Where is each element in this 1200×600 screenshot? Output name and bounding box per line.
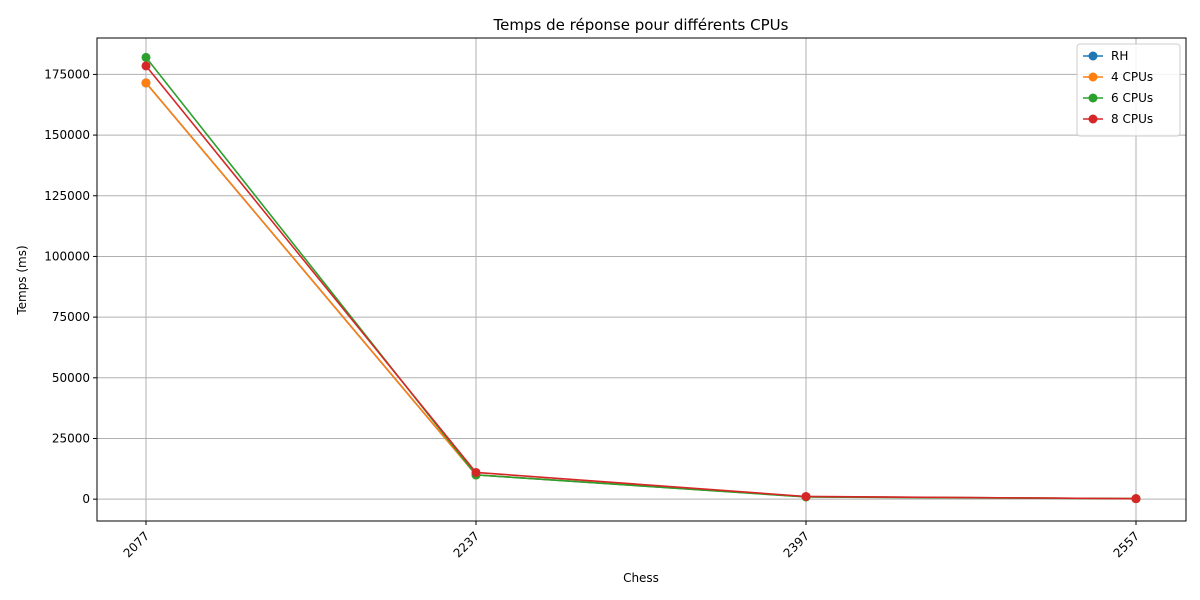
y-tick-label: 50000 [52, 371, 90, 385]
chart-title: Temps de réponse pour différents CPUs [493, 16, 789, 34]
y-tick-label: 75000 [52, 310, 90, 324]
grid-layer [97, 38, 1186, 521]
y-tick-label: 150000 [44, 128, 90, 142]
y-tick-label: 25000 [52, 431, 90, 445]
series-layer [141, 52, 1141, 504]
legend-swatch-marker [1088, 51, 1098, 61]
legend-label: 4 CPUs [1111, 70, 1153, 84]
series-3 [141, 61, 1141, 504]
data-point [141, 78, 151, 88]
legend-swatch-marker [1088, 114, 1098, 124]
y-tick-label: 175000 [44, 67, 90, 81]
plot-frame [96, 37, 1187, 522]
y-tick-label: 100000 [44, 249, 90, 263]
legend-item: 6 CPUs [1083, 91, 1153, 105]
y-tick-label: 125000 [44, 189, 90, 203]
data-point [1131, 494, 1141, 504]
legend-label: 6 CPUs [1111, 91, 1153, 105]
legend-label: 8 CPUs [1111, 112, 1153, 126]
y-tick-label: 0 [82, 492, 90, 506]
series-line [145, 65, 1137, 500]
data-point [141, 52, 151, 62]
legend-item: 4 CPUs [1083, 70, 1153, 84]
legend-item: RH [1083, 49, 1128, 63]
legend-box [1076, 43, 1181, 137]
legend-swatch-marker [1088, 93, 1098, 103]
data-point [471, 467, 481, 477]
x-axis-label: Chess [623, 571, 659, 585]
data-point [141, 61, 151, 71]
legend-swatch-marker [1088, 72, 1098, 82]
data-point [801, 491, 811, 501]
y-axis-label: Temps (ms) [15, 245, 29, 315]
legend-label: RH [1111, 49, 1128, 63]
legend: RH 4 CPUs 6 CPUs 8 CPUs [1076, 43, 1181, 137]
legend-item: 8 CPUs [1083, 112, 1153, 126]
